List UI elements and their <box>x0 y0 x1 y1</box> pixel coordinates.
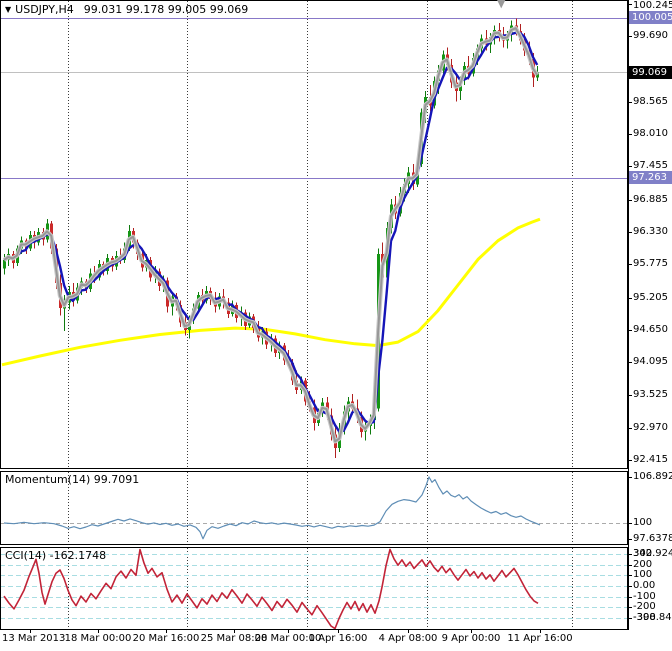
momentum-tick-label: 97.6378 <box>633 532 672 544</box>
time-axis-label: 1 Apr 16:00 <box>308 633 368 644</box>
price-tick-label: 98.565 <box>633 95 668 107</box>
price-tick-label: 96.885 <box>633 193 668 205</box>
cci-tick-label: -300 <box>633 612 656 623</box>
time-axis-label: 4 Apr 08:00 <box>378 633 438 644</box>
chart-title: ▼ USDJPY,H4 99.031 99.178 99.005 99.069 <box>5 3 248 16</box>
momentum-line <box>3 476 541 540</box>
cci-extreme-label: -398.847 <box>633 612 672 623</box>
price-tick-label: 95.775 <box>633 258 668 270</box>
price-tick-label: 94.095 <box>633 356 668 368</box>
momentum-indicator-label: Momentum(14) 99.7091 <box>5 473 140 486</box>
cci-tick-label: -200 <box>633 601 656 613</box>
time-axis-label: 13 Mar 2013 <box>2 633 66 644</box>
price-tick-label: 94.650 <box>633 323 668 335</box>
ma-mid-blue <box>3 31 539 433</box>
time-axis-label: 18 Mar 00:00 <box>64 633 132 644</box>
momentum-tick-label: 106.8922 <box>633 471 672 482</box>
time-axis-label: 11 Apr 16:00 <box>507 633 573 644</box>
vertical-gridlines <box>68 1 573 629</box>
price-tick-label: 95.205 <box>633 291 668 303</box>
momentum-tick-label: 100 <box>633 517 653 528</box>
cci-extreme-label: 342.9249 <box>633 548 672 559</box>
price-tick-label: 97.455 <box>633 160 668 172</box>
price-tick-label: 96.330 <box>633 226 668 237</box>
time-axis-label: 25 Mar 08:00 <box>200 633 268 644</box>
cci-tick-label: 0.00 <box>633 580 656 591</box>
cci-tick-label: -100 <box>633 590 656 602</box>
cci-indicator-label: CCI(14) -162.1748 <box>5 549 107 562</box>
symbol-dropdown-marker-icon[interactable]: ▼ <box>5 5 12 14</box>
time-axis-label: 28 Mar 00:00 <box>254 633 322 644</box>
cci-tick-label: 100 <box>633 569 653 581</box>
cci-line <box>3 548 539 629</box>
price-tick-label: 98.010 <box>633 128 668 140</box>
resistance-level-price-box: 100.005 <box>629 11 672 24</box>
price-tick-label: 92.415 <box>633 454 668 465</box>
ma-fast-gray <box>3 27 539 443</box>
time-axis-label: 9 Apr 00:00 <box>441 633 501 644</box>
price-tick-label: 93.525 <box>633 389 668 401</box>
panel-borders <box>0 0 629 630</box>
symbol-period-label: USDJPY,H4 <box>15 3 74 16</box>
price-tick-label: 92.970 <box>633 421 668 433</box>
axis-tick-marks <box>30 4 632 633</box>
level-lines[interactable] <box>0 18 628 179</box>
ma-slow-yellow <box>1 217 541 367</box>
ohlc-readout: 99.031 99.178 99.005 99.069 <box>83 3 249 16</box>
support-level-price-box: 97.263 <box>629 171 672 184</box>
price-tick-label: 100.245 <box>633 0 672 11</box>
cci-tick-label: 200 <box>633 558 653 570</box>
cci-tick-label: 300 <box>633 548 653 559</box>
shift-marker-icon[interactable]: ▼ <box>497 0 506 10</box>
cci-level-lines <box>1 554 627 619</box>
price-tick-label: 99.690 <box>633 30 668 42</box>
time-axis-label: 20 Mar 16:00 <box>132 633 200 644</box>
current-price-box: 99.069 <box>629 66 672 79</box>
